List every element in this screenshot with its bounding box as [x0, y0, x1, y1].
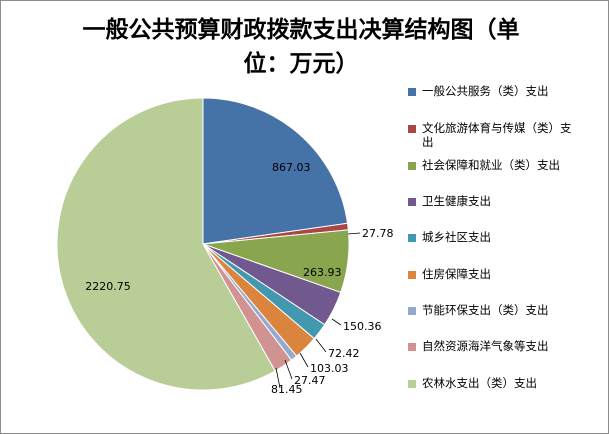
legend-label-line: 出: [422, 135, 434, 149]
pie-slices: [56, 97, 350, 391]
legend-label-line: 自然资源海洋气象等支出: [422, 339, 549, 353]
legend-label-line: 城乡社区支出: [422, 230, 491, 244]
legend-label-line: 农林水支出（类）支出: [422, 376, 537, 390]
legend-swatch: [408, 380, 416, 388]
legend-swatch: [408, 343, 416, 351]
leader-line-5: [315, 338, 327, 353]
leader-line-7: [284, 359, 293, 380]
data-label-2: 27.78: [362, 227, 394, 240]
leader-line-2: [347, 232, 361, 235]
leader-lines: [275, 232, 361, 389]
legend-label-line: 卫生健康支出: [422, 194, 491, 208]
legend-label: 卫生健康支出: [422, 194, 604, 208]
data-label-3: 263.93: [303, 266, 342, 279]
legend-swatch: [408, 88, 416, 96]
leader-line-6: [299, 352, 309, 368]
data-label-4: 150.36: [343, 320, 382, 333]
legend-label: 自然资源海洋气象等支出: [422, 339, 604, 353]
data-label-8: 81.45: [271, 383, 303, 396]
pie-slice-1: [202, 97, 349, 245]
legend-swatch: [408, 162, 416, 170]
legend-swatch: [408, 198, 416, 206]
legend-label-line: 住房保障支出: [422, 267, 491, 281]
chart-title-line-2: 位：万元）: [243, 50, 359, 77]
legend-label: 一般公共服务（类）支出: [422, 84, 604, 98]
legend-label: 住房保障支出: [422, 267, 604, 281]
legend-label-line: 一般公共服务（类）支出: [422, 84, 549, 98]
data-labels: 867.03 27.78 263.93 150.36 72.42 103.0327.478…: [85, 161, 393, 396]
data-label-9: 2220.75: [85, 280, 131, 293]
legend-label-line: 节能环保支出（类）支出: [422, 303, 549, 317]
legend-label: 文化旅游体育与传媒（类）支出: [422, 121, 604, 149]
data-label-6: 103.03: [310, 362, 349, 375]
leader-line-4: [331, 318, 342, 326]
legend-swatch: [408, 125, 416, 133]
legend-label: 农林水支出（类）支出: [422, 376, 604, 390]
legend-swatch: [408, 307, 416, 315]
legend-label: 城乡社区支出: [422, 230, 604, 244]
legend-label: 节能环保支出（类）支出: [422, 303, 604, 317]
chart-title: 一般公共预算财政拨款支出决算结构图（单 位：万元）: [61, 13, 541, 81]
legend-swatch: [408, 271, 416, 279]
data-label-5: 72.42: [328, 347, 360, 360]
data-label-7: 27.47: [294, 374, 326, 387]
legend-label: 社会保障和就业（类）支出: [422, 158, 604, 172]
legend-label-line: 文化旅游体育与传媒（类）支: [422, 121, 572, 135]
legend-label-line: 社会保障和就业（类）支出: [422, 158, 560, 172]
pie-slice-9: [56, 97, 276, 391]
data-label-1: 867.03: [272, 161, 311, 174]
chart-title-line-1: 一般公共预算财政拨款支出决算结构图（单: [82, 16, 520, 43]
legend-swatch: [408, 234, 416, 242]
leader-line-8: [275, 367, 281, 389]
